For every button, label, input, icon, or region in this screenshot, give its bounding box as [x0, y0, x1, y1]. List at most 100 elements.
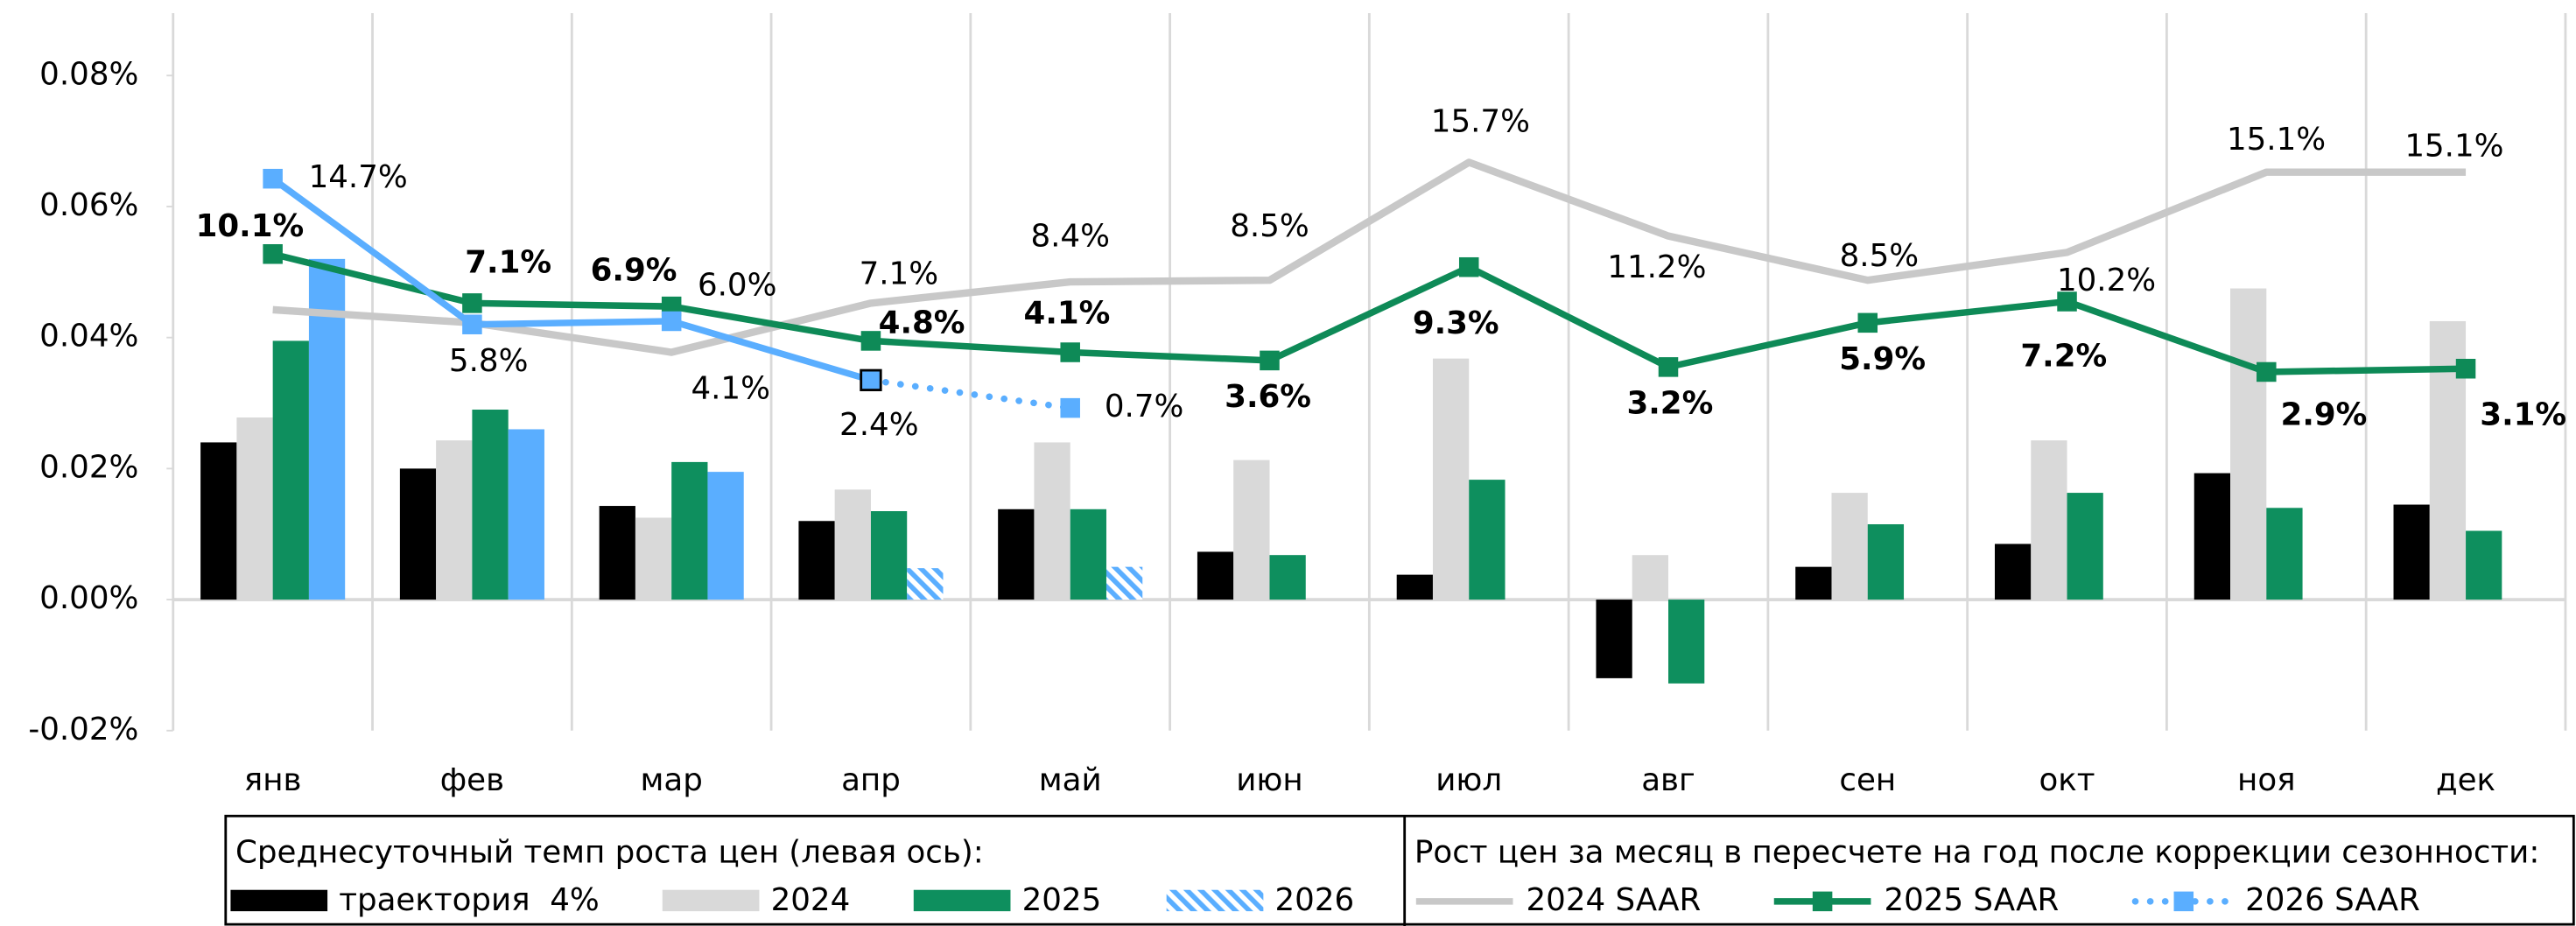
- data-label: 10.1%: [196, 208, 305, 244]
- legend-label: 2025 SAAR: [1884, 882, 2059, 918]
- legend-label: 2024: [771, 882, 851, 918]
- marker: [2455, 358, 2476, 379]
- bar: [1432, 358, 1470, 600]
- x-tick-label: авг: [1641, 762, 1695, 798]
- legend-marker: [2173, 891, 2194, 912]
- bar: [1994, 544, 2032, 600]
- marker: [860, 331, 881, 351]
- bar: [1596, 600, 1632, 678]
- marker: [2257, 361, 2277, 382]
- bar: [1668, 600, 1705, 684]
- bar: [635, 517, 672, 600]
- legend-marker: [1812, 891, 1833, 912]
- data-label: 7.1%: [860, 256, 939, 291]
- bar: [2266, 508, 2303, 600]
- marker: [462, 293, 482, 313]
- marker: [661, 311, 682, 332]
- y-tick-label: 0.00%: [39, 580, 138, 616]
- bar: [1632, 555, 1669, 600]
- line: [272, 158, 2467, 356]
- data-label: 6.9%: [591, 253, 677, 289]
- bar: [272, 340, 309, 600]
- x-tick-label: окт: [2039, 762, 2095, 798]
- legend-label: 2024 SAAR: [1527, 882, 1702, 918]
- y-tick-label: 0.08%: [39, 56, 138, 92]
- bar: [1831, 493, 1868, 600]
- y-tick-label: 0.04%: [39, 319, 138, 354]
- bar: [200, 442, 237, 600]
- data-label: 6.0%: [698, 268, 777, 304]
- bar: [436, 440, 473, 600]
- legend-label: 2026 SAAR: [2245, 882, 2420, 918]
- bar: [870, 511, 908, 600]
- data-label: 4.1%: [1024, 295, 1111, 331]
- data-label: 4.8%: [879, 305, 965, 341]
- x-tick-label: фев: [440, 762, 504, 798]
- bar: [1469, 480, 1506, 600]
- data-label: 15.7%: [1431, 103, 1530, 139]
- data-label: 3.2%: [1626, 386, 1713, 422]
- bar: [707, 472, 744, 600]
- legend-box: [224, 814, 2575, 926]
- legend-label: 2026: [1274, 882, 1354, 918]
- legend-swatch: [913, 889, 1011, 912]
- bar: [2031, 440, 2067, 600]
- legend-swatch: [662, 889, 760, 912]
- bar: [2067, 493, 2103, 600]
- bar: [671, 461, 708, 600]
- line: [867, 376, 1074, 411]
- bar: [2393, 504, 2430, 600]
- data-label: 2.4%: [839, 407, 919, 443]
- data-label: 7.1%: [465, 244, 551, 280]
- y-tick-label: 0.06%: [39, 187, 138, 223]
- data-label: 2.9%: [2281, 397, 2368, 433]
- bar: [1034, 442, 1070, 600]
- data-label: 4.1%: [691, 371, 770, 407]
- marker: [462, 314, 482, 334]
- bar: [1396, 574, 1433, 600]
- data-label: 15.1%: [2404, 129, 2503, 165]
- x-tick-label: июл: [1435, 762, 1502, 798]
- data-label: 11.2%: [1607, 249, 1706, 285]
- data-label: 8.5%: [1230, 208, 1309, 244]
- legend-swatch: [1166, 889, 1264, 912]
- bar: [1867, 523, 1905, 600]
- bar: [508, 429, 544, 600]
- legend-label: траектория 4%: [339, 882, 600, 918]
- data-label: 7.2%: [2020, 338, 2107, 374]
- bar: [472, 410, 509, 600]
- bar: [2466, 530, 2502, 600]
- bar: [1197, 551, 1234, 600]
- bar: [998, 509, 1035, 600]
- bar: [599, 506, 635, 600]
- bar: [1106, 566, 1143, 600]
- data-label: 9.3%: [1413, 305, 1499, 341]
- data-label: 8.4%: [1030, 218, 1110, 254]
- data-label: 5.9%: [1839, 341, 1926, 377]
- y-tick-label: -0.02%: [28, 712, 138, 747]
- marker: [1260, 350, 1280, 371]
- legend-swatch: [230, 889, 328, 912]
- line: [271, 250, 2467, 375]
- legend-title: Среднесуточный темп роста цен (левая ось…: [235, 834, 984, 870]
- x-tick-label: янв: [244, 762, 302, 798]
- line: [270, 176, 873, 383]
- data-label: 5.8%: [449, 343, 529, 379]
- legend-label: 2025: [1022, 882, 1102, 918]
- bar: [1233, 459, 1270, 600]
- data-label: 0.7%: [1105, 389, 1184, 424]
- bar: [834, 489, 871, 600]
- data-label: 3.1%: [2480, 397, 2566, 433]
- marker: [263, 243, 283, 264]
- legend-title: Рост цен за месяц в пересчете на год пос…: [1414, 834, 2539, 870]
- x-tick-label: дек: [2436, 762, 2495, 798]
- marker: [1060, 397, 1080, 418]
- x-tick-label: май: [1039, 762, 1102, 798]
- marker: [1060, 342, 1080, 362]
- x-tick-label: апр: [841, 762, 901, 798]
- marker: [1658, 357, 1679, 377]
- marker: [1458, 256, 1479, 277]
- data-label: 15.1%: [2227, 122, 2326, 158]
- data-label: 14.7%: [309, 159, 408, 195]
